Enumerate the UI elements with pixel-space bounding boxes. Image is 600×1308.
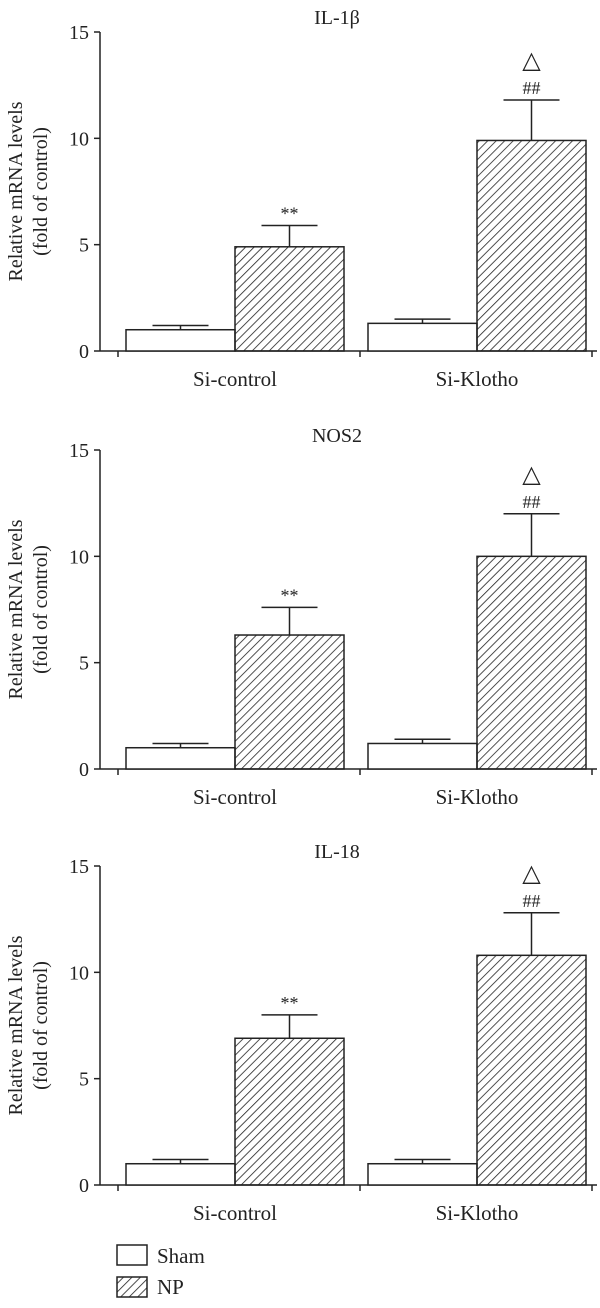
chart-panel-2: NOS2 Relative mRNA levels (fold of control… bbox=[5, 425, 597, 809]
chart-title: IL-18 bbox=[314, 841, 360, 863]
y-axis-label: Relative mRNA levels bbox=[5, 101, 27, 281]
bar-sham-si-klotho bbox=[367, 322, 478, 352]
significance-triangle: △ bbox=[522, 462, 541, 488]
significance-triangle: △ bbox=[522, 48, 541, 74]
bar-sham-si-control bbox=[125, 328, 236, 352]
chart-panel-1: IL-1β Relative mRNA levels (fold of contro… bbox=[5, 7, 597, 391]
x-tick-label: Si-control bbox=[193, 785, 277, 809]
legend-label-np: NP bbox=[157, 1275, 184, 1299]
bar-np-si-klotho bbox=[476, 139, 587, 352]
bar-np-si-control bbox=[234, 246, 345, 352]
y-tick-label: 15 bbox=[69, 22, 89, 44]
y-axis-label: Relative mRNA levels bbox=[5, 935, 27, 1115]
significance-mark: ** bbox=[281, 993, 299, 1013]
legend-label-sham: Sham bbox=[157, 1244, 205, 1268]
y-tick-label: 0 bbox=[79, 1175, 89, 1197]
significance-triangle: △ bbox=[522, 861, 541, 887]
y-tick-label: 5 bbox=[79, 653, 89, 675]
y-tick-label: 10 bbox=[69, 546, 89, 568]
y-tick-label: 5 bbox=[79, 235, 89, 257]
chart-title: NOS2 bbox=[312, 425, 362, 447]
y-axis-label: Relative mRNA levels bbox=[5, 519, 27, 699]
y-axis-label-units: (fold of control) bbox=[30, 127, 52, 256]
y-tick-label: 10 bbox=[69, 128, 89, 150]
legend-swatch-np bbox=[116, 1276, 148, 1298]
significance-mark: ## bbox=[523, 78, 541, 98]
y-tick-label: 0 bbox=[79, 341, 89, 363]
significance-mark: ## bbox=[523, 891, 541, 911]
bar-sham-si-klotho bbox=[367, 742, 478, 770]
y-tick-label: 0 bbox=[79, 759, 89, 781]
y-axis-label-units: (fold of control) bbox=[30, 961, 52, 1090]
x-tick-label: Si-Klotho bbox=[436, 1201, 519, 1225]
bar-sham-si-klotho bbox=[367, 1162, 478, 1186]
bar-sham-si-control bbox=[125, 1162, 236, 1186]
y-tick-label: 15 bbox=[69, 440, 89, 462]
x-tick-label: Si-Klotho bbox=[436, 785, 519, 809]
y-tick-label: 10 bbox=[69, 962, 89, 984]
y-tick-label: 5 bbox=[79, 1069, 89, 1091]
y-tick-label: 15 bbox=[69, 856, 89, 878]
bar-sham-si-control bbox=[125, 746, 236, 770]
x-tick-label: Si-control bbox=[193, 1201, 277, 1225]
bar-np-si-control bbox=[234, 634, 345, 770]
legend-swatch-sham bbox=[116, 1244, 148, 1266]
significance-mark: ## bbox=[523, 492, 541, 512]
bar-np-si-klotho bbox=[476, 555, 587, 770]
bar-np-si-klotho bbox=[476, 954, 587, 1186]
x-tick-label: Si-control bbox=[193, 367, 277, 391]
x-tick-label: Si-Klotho bbox=[436, 367, 519, 391]
bar-np-si-control bbox=[234, 1037, 345, 1186]
y-axis-label-units: (fold of control) bbox=[30, 545, 52, 674]
chart-title: IL-1β bbox=[314, 7, 360, 29]
significance-mark: ** bbox=[281, 585, 299, 605]
legend: Sham NP bbox=[116, 1244, 205, 1299]
significance-mark: ** bbox=[281, 204, 299, 224]
chart-panel-3: IL-18 Relative mRNA levels (fold of contro… bbox=[5, 841, 597, 1225]
